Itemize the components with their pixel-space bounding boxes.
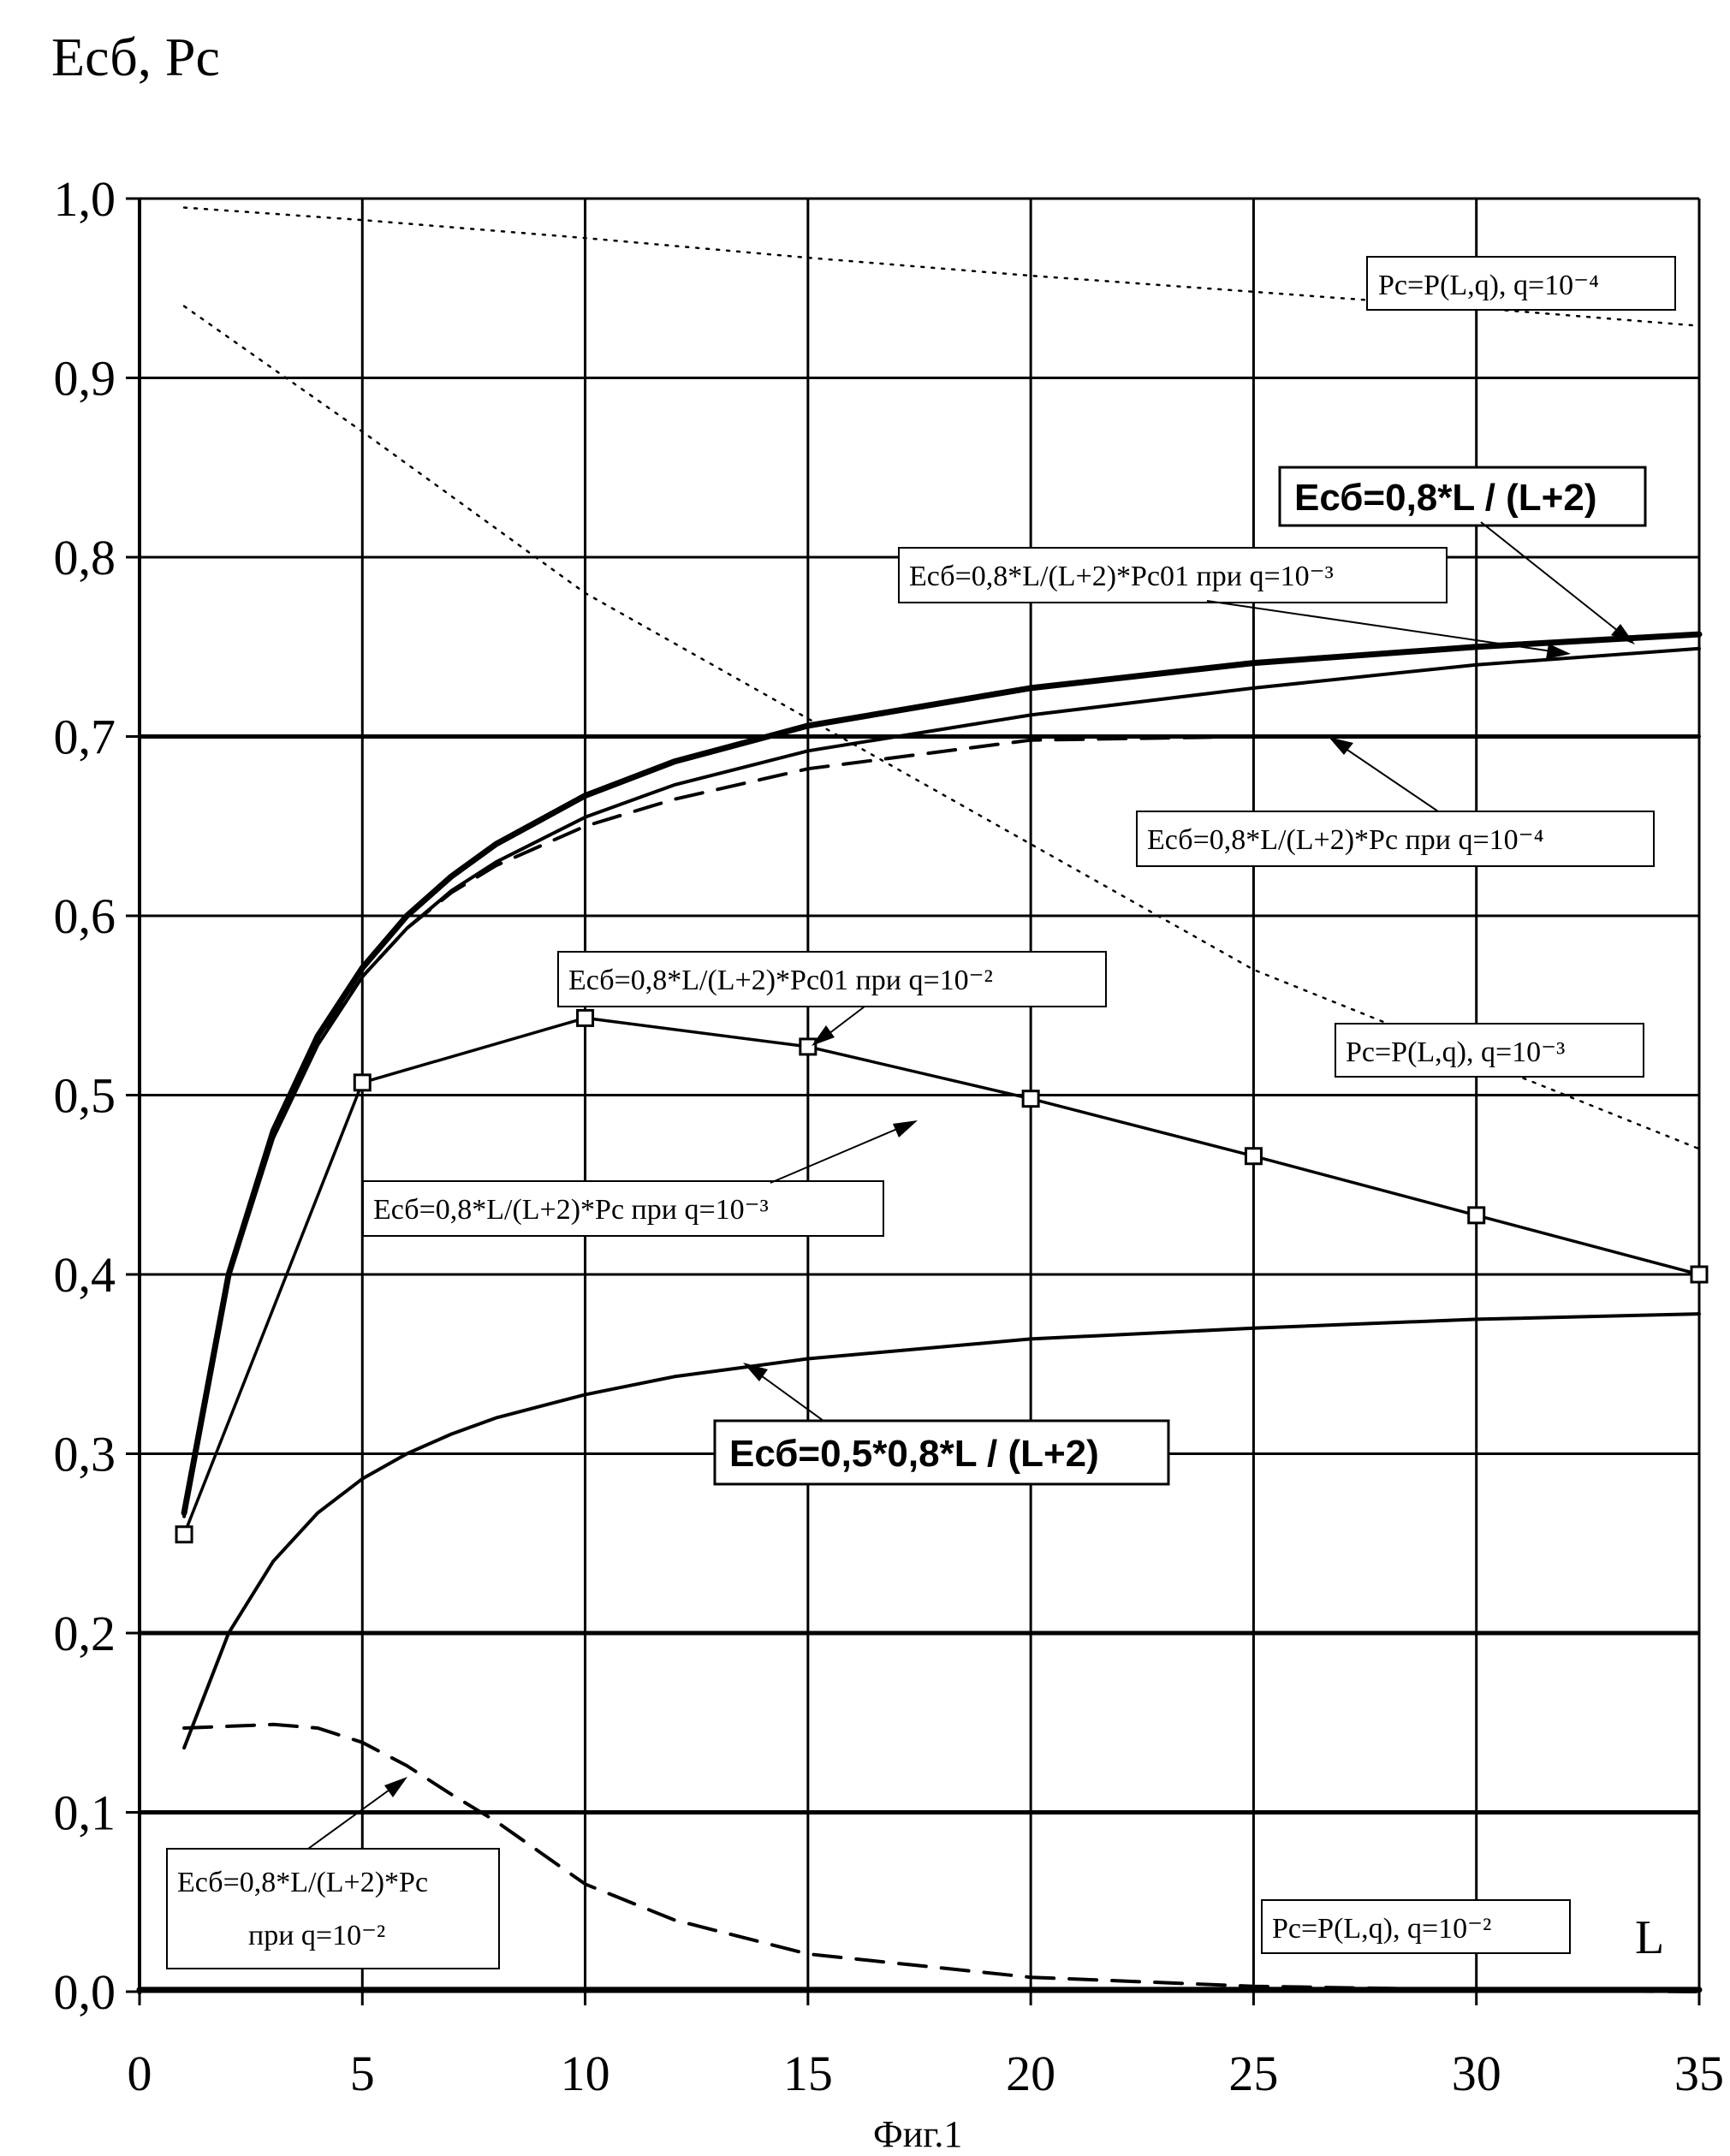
annotations: Pс=P(L,q), q=10⁻⁴ Eсб=0,8*L / (L+2) Eсб=…	[167, 257, 1675, 1969]
data-point-marker	[1691, 1267, 1707, 1282]
x-tick-label: 0	[128, 2046, 152, 2101]
annotation-label: Eсб=0,8*L/(L+2)*Pс	[177, 1867, 428, 1898]
annotation-esb-pc-q1e-4: Eсб=0,8*L/(L+2)*Pс при q=10⁻⁴	[1137, 737, 1654, 866]
y-tick-label: 0,0	[54, 1964, 116, 2020]
y-tick-label: 0,4	[54, 1247, 116, 1303]
annotation-arrow	[1481, 522, 1626, 638]
x-tick-label: 35	[1674, 2046, 1724, 2101]
data-point-marker	[176, 1527, 192, 1542]
y-tick-label: 0,9	[54, 351, 116, 407]
annotation-esb-pc01-q1e-3: Eсб=0,8*L/(L+2)*Pс01 при q=10⁻³	[899, 548, 1571, 659]
y-tick-label: 0,2	[54, 1606, 116, 1661]
annotation-esb-half: Eсб=0,5*0,8*L / (L+2)	[715, 1363, 1168, 1484]
annotation-arrow	[755, 1371, 823, 1421]
data-point-marker	[354, 1075, 370, 1090]
annotation-label: Eсб=0,8*L / (L+2)	[1294, 477, 1597, 519]
annotation-label: при q=10⁻²	[248, 1920, 385, 1951]
data-point-marker	[1245, 1149, 1261, 1164]
annotation-esb-pc01-q1e-2: Eсб=0,8*L/(L+2)*Pс01 при q=10⁻²	[558, 952, 1106, 1046]
y-axis-label: Eсб, Pс	[51, 27, 220, 87]
x-tick-label: 25	[1228, 2046, 1278, 2101]
y-tick-label: 1,0	[54, 171, 116, 227]
x-axis-label: L	[1635, 1911, 1664, 1964]
y-tick-label: 0,1	[54, 1785, 116, 1841]
x-tick-label: 20	[1006, 2046, 1055, 2101]
annotation-esb-pc-q1e-2: Eсб=0,8*L/(L+2)*Pс при q=10⁻²	[167, 1777, 499, 1969]
arrow-head	[893, 1120, 918, 1137]
annotation-esb-pc-q1e-3: Eсб=0,8*L/(L+2)*Pс при q=10⁻³	[363, 1120, 918, 1236]
data-point-marker	[578, 1010, 593, 1025]
annotation-label: Eсб=0,8*L/(L+2)*Pс01 при q=10⁻²	[568, 965, 993, 996]
y-tick-label: 0,5	[54, 1068, 116, 1124]
x-tick-label: 10	[561, 2046, 610, 2101]
x-tick-label: 15	[783, 2046, 833, 2101]
chart-figure: 0,0 0,1 0,2 0,3 0,4 0,5 0,6 0,7 0,8 0,9 1,0 0 5 10 15 2…	[0, 0, 1730, 2156]
annotation-pc-q1e-4: Pс=P(L,q), q=10⁻⁴	[1367, 257, 1675, 310]
arrow-head	[384, 1777, 407, 1797]
figure-caption: Фиг.1	[873, 2113, 962, 2155]
data-point-marker	[1023, 1091, 1038, 1107]
annotation-label: Pс=P(L,q), q=10⁻²	[1272, 1913, 1491, 1945]
y-tick-label: 0,6	[54, 888, 116, 944]
series-line-6	[184, 1314, 1699, 1748]
annotation-arrow	[308, 1785, 395, 1849]
annotation-pc-q1e-2: Pс=P(L,q), q=10⁻²	[1262, 1900, 1570, 1953]
annotation-label: Pс=P(L,q), q=10⁻⁴	[1378, 270, 1599, 301]
y-tick-label: 0,8	[54, 530, 116, 585]
annotation-pc-q1e-3: Pс=P(L,q), q=10⁻³	[1335, 1024, 1644, 1077]
series-line-1	[184, 306, 1699, 1149]
x-tick-label: 30	[1452, 2046, 1501, 2101]
annotation-arrow	[770, 1126, 903, 1183]
annotation-label: Eсб=0,8*L/(L+2)*Pс01 при q=10⁻³	[909, 561, 1334, 592]
annotation-label: Eсб=0,8*L/(L+2)*Pс при q=10⁻³	[373, 1194, 769, 1226]
y-tick-label: 0,7	[54, 710, 116, 765]
series-line-3	[184, 649, 1699, 1515]
data-point-marker	[800, 1039, 816, 1054]
annotation-label: Eсб=0,8*L/(L+2)*Pс при q=10⁻⁴	[1147, 824, 1543, 856]
annotation-arrow	[1207, 601, 1558, 652]
y-tick-label: 0,3	[54, 1427, 116, 1482]
arrow-head	[811, 1025, 835, 1046]
annotation-label: Pс=P(L,q), q=10⁻³	[1346, 1036, 1565, 1068]
annotation-arrow	[1340, 745, 1438, 811]
data-point-marker	[1469, 1208, 1484, 1223]
x-tick-label: 5	[350, 2046, 375, 2101]
annotation-label: Eсб=0,5*0,8*L / (L+2)	[729, 1433, 1099, 1475]
